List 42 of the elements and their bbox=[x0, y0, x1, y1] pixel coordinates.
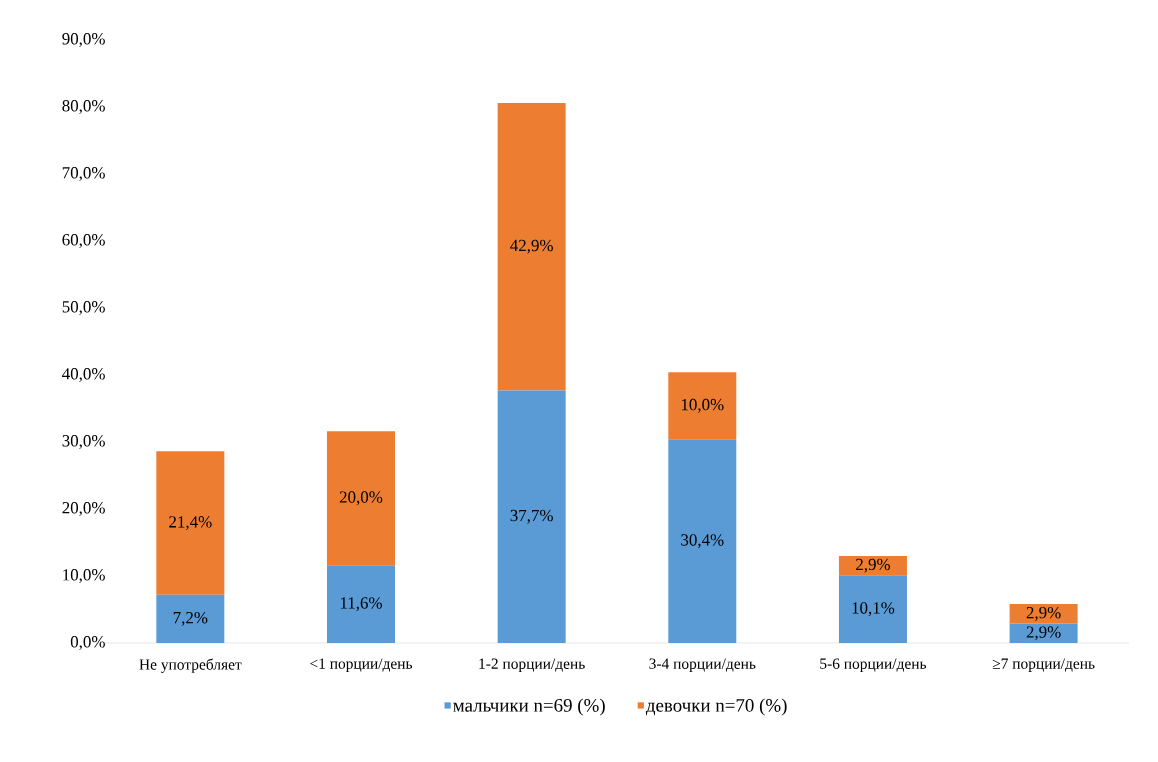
x-tick-label: ≥7 порции/день bbox=[992, 658, 1095, 672]
bar bbox=[156, 451, 225, 595]
data-label: 2,9% bbox=[1026, 626, 1061, 641]
data-label: 21,4% bbox=[169, 516, 212, 530]
x-tick-label: Не употребляет bbox=[139, 658, 242, 673]
data-label: 20,0% bbox=[339, 491, 383, 506]
bar bbox=[326, 431, 395, 566]
bar bbox=[838, 575, 907, 643]
bar bbox=[1009, 604, 1078, 624]
bar bbox=[668, 439, 737, 643]
x-tick-label: 5-6 порции/день bbox=[820, 658, 927, 673]
bar bbox=[326, 565, 395, 643]
y-tick-label: 0,0% bbox=[70, 636, 105, 650]
data-label: 10,0% bbox=[681, 398, 724, 413]
data-label: 10,1% bbox=[852, 602, 895, 617]
y-tick-label: 10,0% bbox=[63, 569, 105, 583]
bar bbox=[156, 594, 225, 643]
data-label: 42,9% bbox=[510, 239, 553, 254]
data-label: 2,9% bbox=[1026, 606, 1061, 621]
y-tick-label: 50,0% bbox=[62, 301, 105, 315]
data-label: 37,7% bbox=[510, 509, 553, 524]
legend-label: девочки n=70 (%) bbox=[645, 698, 787, 716]
y-tick-label: 90,0% bbox=[62, 33, 105, 47]
y-tick-label: 20,0% bbox=[62, 502, 105, 516]
y-tick-label: 60,0% bbox=[62, 234, 105, 248]
bar bbox=[668, 372, 737, 440]
x-tick-label: <1 порции/день bbox=[310, 658, 413, 672]
bar bbox=[838, 555, 907, 576]
data-label: 30,4% bbox=[681, 534, 724, 549]
bar bbox=[497, 102, 566, 391]
y-tick-label: 80,0% bbox=[62, 100, 105, 114]
y-tick-label: 30,0% bbox=[62, 435, 105, 449]
y-tick-label: 70,0% bbox=[62, 167, 105, 181]
data-label: 11,6% bbox=[340, 597, 382, 612]
bar bbox=[497, 390, 566, 643]
x-tick-label: 1-2 порции/день bbox=[479, 658, 585, 673]
data-label: 7,2% bbox=[173, 611, 208, 626]
bar bbox=[1009, 623, 1078, 643]
y-tick-label: 40,0% bbox=[62, 368, 105, 382]
data-label: 2,9% bbox=[856, 558, 891, 573]
legend-label: мальчики n=69 (%) bbox=[453, 698, 605, 716]
x-tick-label: 3-4 порции/день bbox=[649, 658, 756, 673]
